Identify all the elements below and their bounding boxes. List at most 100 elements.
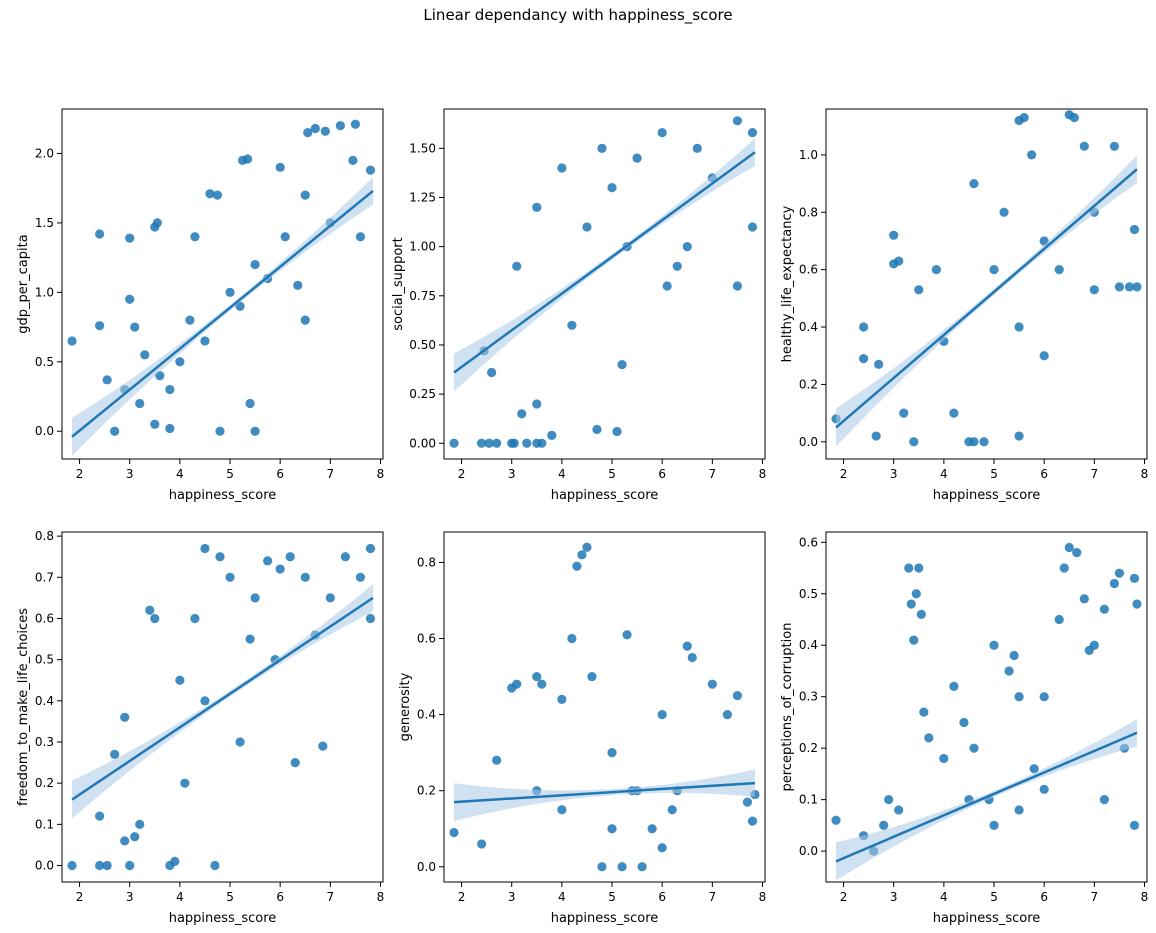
y-tick-label: 1.00 xyxy=(409,240,436,254)
data-point xyxy=(557,694,567,704)
data-point xyxy=(484,438,494,448)
y-tick-label: 0.6 xyxy=(35,611,54,625)
x-tick-label: 4 xyxy=(940,467,948,481)
y-tick-label: 0.6 xyxy=(799,263,818,277)
subplot-1: 2 3 4 5 6 7 8 0.0 0.5 1.0 1.5 2.0 happiness_score gdp… xyxy=(16,108,385,503)
data-point xyxy=(200,696,210,706)
data-point xyxy=(1132,599,1142,609)
data-point xyxy=(1014,692,1024,702)
data-point xyxy=(859,353,869,364)
data-point xyxy=(325,593,335,603)
data-point xyxy=(879,820,889,830)
data-point xyxy=(617,862,627,872)
data-point xyxy=(135,398,145,409)
data-point xyxy=(102,860,112,871)
y-tick-label: 0.3 xyxy=(799,690,818,704)
data-point xyxy=(365,165,376,175)
x-tick-label: 7 xyxy=(327,890,335,904)
y-tick-label: 1.5 xyxy=(35,216,54,230)
y-axis-label: perceptions_of_corruption xyxy=(780,623,795,792)
data-point xyxy=(931,265,941,275)
data-point xyxy=(959,717,969,728)
data-point xyxy=(318,741,328,751)
x-axis-label: happiness_score xyxy=(169,911,277,926)
data-point xyxy=(557,805,567,815)
data-point xyxy=(532,399,542,409)
data-point xyxy=(250,426,260,436)
data-point xyxy=(145,605,155,615)
data-point xyxy=(914,285,924,295)
data-point xyxy=(969,743,979,753)
data-point xyxy=(1099,795,1109,805)
data-point xyxy=(350,119,361,129)
data-point xyxy=(607,824,617,834)
data-point xyxy=(587,671,597,682)
data-point xyxy=(999,207,1009,217)
data-point xyxy=(924,733,934,743)
data-point xyxy=(1054,614,1064,625)
data-point xyxy=(165,384,175,395)
y-tick-label: 0.25 xyxy=(409,387,436,401)
x-tick-label: 2 xyxy=(458,890,466,904)
regression-line xyxy=(71,189,374,438)
data-point xyxy=(205,189,215,199)
data-point xyxy=(617,360,627,370)
data-point xyxy=(300,572,310,582)
data-point xyxy=(120,836,130,846)
data-point xyxy=(1014,322,1024,332)
data-point xyxy=(672,261,682,271)
data-point xyxy=(320,126,330,136)
data-point xyxy=(95,229,105,239)
data-point xyxy=(242,154,253,164)
x-axis-label: happiness_score xyxy=(933,488,1041,503)
x-tick-label: 8 xyxy=(1141,467,1149,481)
data-point xyxy=(682,242,692,252)
data-point xyxy=(492,755,502,765)
x-tick-label: 8 xyxy=(377,467,385,481)
regression-line xyxy=(453,151,756,374)
data-point xyxy=(185,315,195,325)
data-point xyxy=(110,426,120,436)
data-point xyxy=(512,679,522,689)
data-point xyxy=(250,593,260,603)
data-point xyxy=(509,438,519,448)
y-tick-label: 0.7 xyxy=(35,570,54,584)
data-point xyxy=(1109,141,1119,151)
data-point xyxy=(95,811,105,821)
data-point xyxy=(911,589,921,599)
data-point xyxy=(449,438,459,448)
confidence-band xyxy=(72,177,373,456)
data-point xyxy=(747,222,758,232)
x-tick-label: 6 xyxy=(1040,467,1048,481)
data-point xyxy=(979,437,989,447)
data-point xyxy=(245,634,255,644)
data-point xyxy=(212,190,223,200)
data-point xyxy=(200,336,210,346)
y-tick-label: 0.2 xyxy=(799,377,818,391)
x-tick-label: 6 xyxy=(1040,890,1048,904)
data-point xyxy=(607,183,617,193)
data-point xyxy=(707,679,717,689)
regression-line xyxy=(835,731,1138,863)
data-point xyxy=(477,438,487,448)
data-point xyxy=(732,281,743,291)
data-point xyxy=(135,819,145,829)
data-point xyxy=(989,820,999,830)
data-point xyxy=(245,398,255,409)
subplot-2: 2 3 4 5 6 7 8 0.00 0.25 0.50 0.75 1.00 1.25 1.50 happi… xyxy=(391,108,766,503)
y-tick-label: 0.8 xyxy=(417,555,436,569)
x-tick-label: 7 xyxy=(327,467,335,481)
data-point xyxy=(1132,282,1142,292)
data-point xyxy=(348,155,358,165)
data-point xyxy=(682,641,692,651)
y-tick-label: 0.8 xyxy=(799,205,818,219)
x-tick-label: 3 xyxy=(508,467,516,481)
data-point xyxy=(722,710,732,720)
data-point xyxy=(637,862,647,872)
y-tick-label: 0.0 xyxy=(799,844,818,858)
data-point xyxy=(899,408,909,418)
x-axis-label: happiness_score xyxy=(551,488,659,503)
x-tick-label: 3 xyxy=(126,890,134,904)
data-point xyxy=(1089,640,1099,650)
